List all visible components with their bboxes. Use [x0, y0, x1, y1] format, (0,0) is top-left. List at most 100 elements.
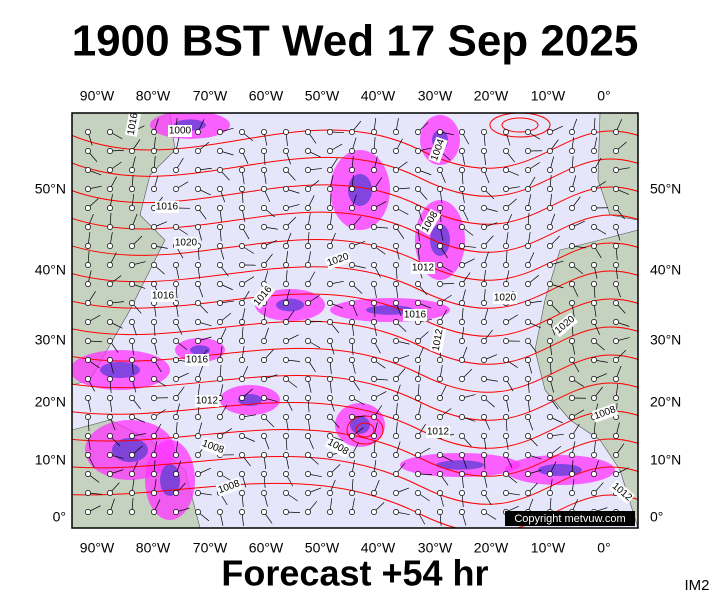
station — [437, 186, 443, 192]
station — [613, 357, 619, 363]
lon-label-top: 60°W — [249, 88, 284, 104]
station — [415, 300, 421, 306]
station — [349, 205, 355, 211]
station — [613, 319, 619, 325]
station — [547, 262, 553, 268]
station — [393, 129, 399, 135]
station — [107, 205, 113, 211]
station — [525, 262, 531, 268]
isobar-label: 1020 — [493, 292, 517, 304]
station — [525, 148, 531, 154]
station — [129, 509, 135, 515]
station — [569, 414, 575, 420]
station — [151, 281, 157, 287]
station — [107, 433, 113, 439]
lat-label-right: 50°N — [650, 181, 681, 197]
station — [349, 148, 355, 154]
station — [393, 357, 399, 363]
station — [503, 262, 509, 268]
label-bg — [155, 201, 179, 213]
station — [305, 414, 311, 420]
station — [239, 148, 245, 154]
station — [151, 471, 157, 477]
station — [525, 338, 531, 344]
station — [393, 509, 399, 515]
station — [239, 376, 245, 382]
station — [459, 452, 465, 458]
station — [569, 224, 575, 230]
station — [195, 414, 201, 420]
station — [129, 471, 135, 477]
isobar — [72, 455, 638, 505]
station — [591, 262, 597, 268]
wind-barbs — [85, 118, 630, 526]
isobar-value: 1012 — [412, 263, 435, 274]
lon-label-bottom: 30°W — [418, 540, 453, 556]
isobar-label: 1016 — [151, 290, 175, 302]
station — [173, 509, 179, 515]
station — [283, 186, 289, 192]
station — [481, 338, 487, 344]
station — [459, 186, 465, 192]
station — [217, 129, 223, 135]
station — [437, 262, 443, 268]
station — [85, 281, 91, 287]
station — [349, 490, 355, 496]
isobar-label: 1012 — [426, 426, 450, 438]
station — [525, 129, 531, 135]
station — [327, 471, 333, 477]
label-bg — [430, 327, 446, 353]
station — [327, 319, 333, 325]
station — [481, 414, 487, 420]
station — [591, 433, 597, 439]
station — [569, 338, 575, 344]
station — [173, 357, 179, 363]
isobar — [72, 157, 638, 197]
station — [371, 433, 377, 439]
station — [591, 376, 597, 382]
station — [437, 300, 443, 306]
station — [327, 300, 333, 306]
station — [349, 338, 355, 344]
copyright-box — [505, 511, 635, 526]
station — [481, 395, 487, 401]
station — [371, 338, 377, 344]
station — [305, 452, 311, 458]
station — [85, 357, 91, 363]
station — [217, 205, 223, 211]
station — [437, 319, 443, 325]
station — [85, 395, 91, 401]
europe — [597, 113, 638, 221]
station — [217, 338, 223, 344]
station — [217, 433, 223, 439]
station — [173, 490, 179, 496]
station — [327, 395, 333, 401]
station — [107, 186, 113, 192]
station — [503, 148, 509, 154]
station — [393, 281, 399, 287]
station — [371, 148, 377, 154]
isobar — [72, 374, 638, 421]
station — [151, 262, 157, 268]
station — [547, 433, 553, 439]
station — [481, 148, 487, 154]
label-bg — [591, 403, 619, 423]
station — [305, 490, 311, 496]
station — [393, 148, 399, 154]
heavy-rain — [366, 305, 414, 315]
station — [239, 490, 245, 496]
station — [107, 319, 113, 325]
station — [305, 433, 311, 439]
station — [591, 148, 597, 154]
station — [525, 452, 531, 458]
lon-label-bottom: 70°W — [193, 540, 228, 556]
station — [591, 281, 597, 287]
station — [239, 300, 245, 306]
station — [327, 490, 333, 496]
station — [503, 376, 509, 382]
station — [459, 224, 465, 230]
station — [437, 395, 443, 401]
station — [217, 262, 223, 268]
station — [569, 490, 575, 496]
